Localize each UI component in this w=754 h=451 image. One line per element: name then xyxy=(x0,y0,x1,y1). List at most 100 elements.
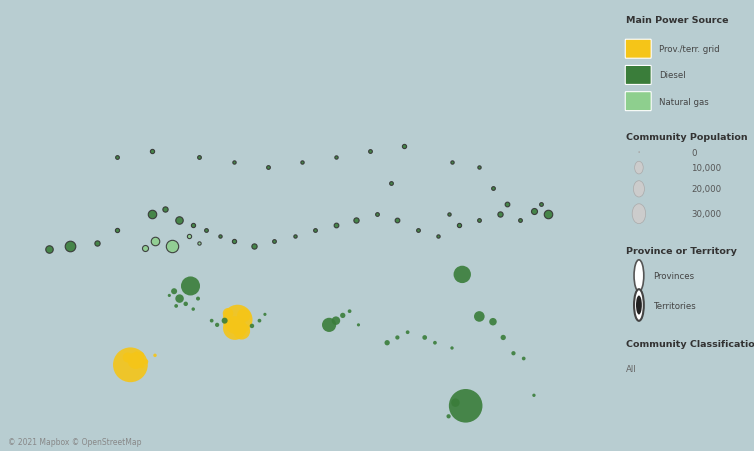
Point xyxy=(309,227,321,235)
Point xyxy=(130,350,143,357)
Point xyxy=(200,227,212,235)
Point xyxy=(418,334,431,341)
Point xyxy=(146,212,158,219)
Point xyxy=(528,392,540,399)
Text: Diesel: Diesel xyxy=(659,71,686,80)
Point xyxy=(507,350,520,357)
Point xyxy=(63,243,75,250)
Point xyxy=(460,402,472,410)
Point xyxy=(432,232,444,239)
Point xyxy=(222,310,234,317)
Point xyxy=(330,154,342,161)
Point xyxy=(185,283,197,290)
Point xyxy=(170,303,182,310)
Point xyxy=(214,232,226,239)
Text: Main Power Source: Main Power Source xyxy=(626,16,728,25)
Text: 30,000: 30,000 xyxy=(691,210,722,219)
Point xyxy=(168,288,180,295)
Point xyxy=(228,238,240,245)
Point xyxy=(268,238,280,245)
Ellipse shape xyxy=(632,204,645,224)
Point xyxy=(206,318,218,325)
Point xyxy=(398,143,410,151)
Text: ·: · xyxy=(636,146,641,160)
Text: All: All xyxy=(626,364,636,373)
Point xyxy=(253,318,265,325)
Text: Territories: Territories xyxy=(654,301,696,310)
Point xyxy=(296,159,308,166)
Point xyxy=(259,311,271,318)
Point xyxy=(456,271,468,278)
Point xyxy=(91,240,103,247)
Circle shape xyxy=(634,260,644,292)
Point xyxy=(429,339,441,346)
Point xyxy=(494,212,506,219)
Point xyxy=(136,363,148,370)
Point xyxy=(344,308,356,315)
Point xyxy=(402,329,414,336)
Text: Community Classification: Community Classification xyxy=(626,339,754,348)
Point xyxy=(159,206,171,213)
Text: 10,000: 10,000 xyxy=(691,164,722,173)
Point xyxy=(192,295,204,303)
Point xyxy=(535,201,547,208)
Point xyxy=(211,322,223,329)
Point xyxy=(453,222,465,229)
Point xyxy=(246,322,258,330)
Text: Community Population: Community Population xyxy=(626,133,747,142)
Point xyxy=(364,148,376,156)
FancyBboxPatch shape xyxy=(625,66,651,85)
Point xyxy=(229,325,241,332)
Point xyxy=(139,245,151,252)
Point xyxy=(474,216,486,224)
Point xyxy=(528,208,540,216)
Point xyxy=(487,185,499,193)
Point xyxy=(225,321,238,328)
FancyBboxPatch shape xyxy=(625,92,651,111)
Point xyxy=(173,295,185,303)
Ellipse shape xyxy=(633,181,645,198)
Point xyxy=(186,222,198,229)
Point xyxy=(146,148,158,156)
Text: Provinces: Provinces xyxy=(654,272,694,281)
Point xyxy=(412,227,424,235)
Point xyxy=(323,322,335,329)
Point xyxy=(149,238,161,245)
Text: © 2021 Mapbox © OpenStreetMap: © 2021 Mapbox © OpenStreetMap xyxy=(8,437,141,446)
Point xyxy=(135,352,147,359)
Text: 0: 0 xyxy=(691,148,697,157)
Point xyxy=(352,322,364,329)
Point xyxy=(391,334,403,341)
Point xyxy=(474,313,486,320)
Point xyxy=(236,328,248,335)
Point xyxy=(391,216,403,224)
Point xyxy=(130,357,142,364)
Point xyxy=(139,358,152,365)
Point xyxy=(518,355,530,362)
Point xyxy=(173,216,185,224)
Point xyxy=(330,222,342,229)
Point xyxy=(228,159,240,166)
Point xyxy=(449,399,461,406)
Point xyxy=(124,361,136,368)
Point xyxy=(112,227,124,235)
Point xyxy=(337,312,349,319)
Point xyxy=(446,159,458,166)
Point xyxy=(381,339,393,346)
Ellipse shape xyxy=(635,162,643,175)
Point xyxy=(446,345,458,352)
Point xyxy=(541,212,553,219)
Text: 20,000: 20,000 xyxy=(691,185,722,194)
Point xyxy=(385,180,397,187)
Point xyxy=(193,240,205,247)
Point xyxy=(289,232,301,239)
Text: Province or Territory: Province or Territory xyxy=(626,247,737,256)
Point xyxy=(193,154,205,161)
Point xyxy=(514,216,526,224)
Point xyxy=(231,316,244,323)
Point xyxy=(371,212,383,219)
Point xyxy=(351,216,363,224)
Point xyxy=(149,352,161,359)
Point xyxy=(164,292,176,299)
Point xyxy=(238,312,250,319)
